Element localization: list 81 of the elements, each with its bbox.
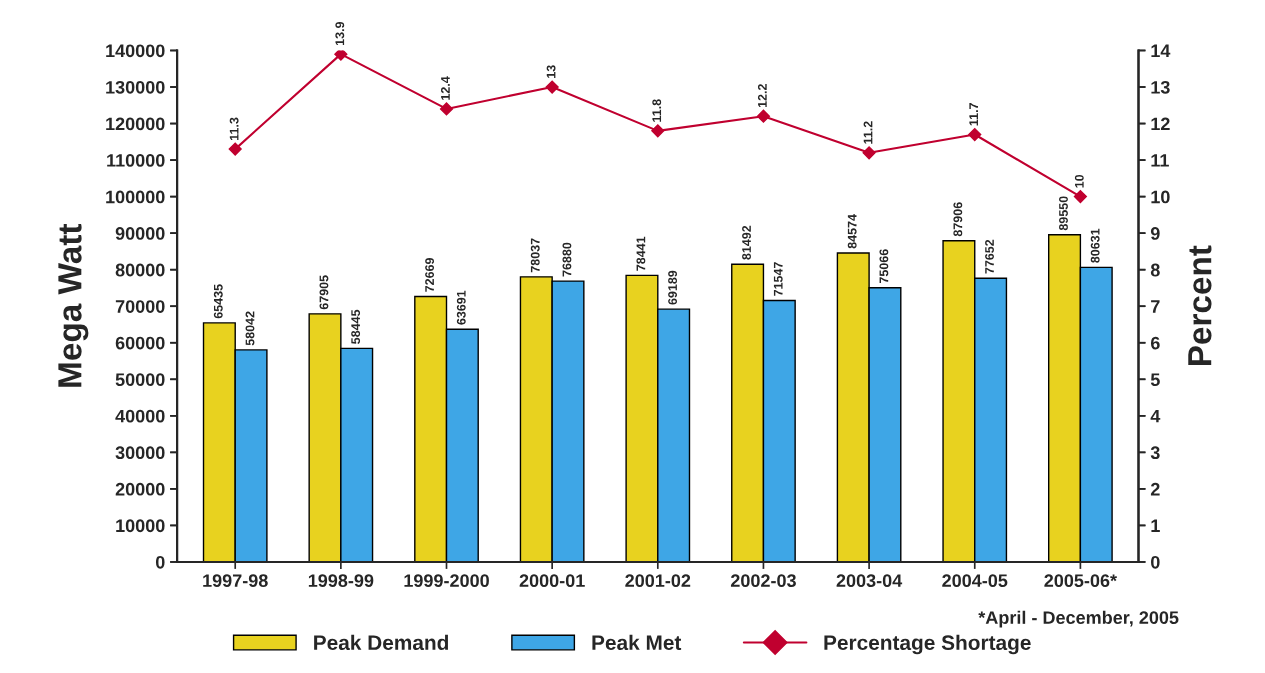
y2-tick-label: 6 xyxy=(1150,336,1160,350)
y-tick-label: 50000 xyxy=(115,373,165,386)
x-tick-label: 1999-2000 xyxy=(404,574,489,588)
data-label: 80631 xyxy=(1090,228,1100,263)
data-label: 58042 xyxy=(245,311,255,346)
y2-tick-label: 7 xyxy=(1151,300,1160,313)
x-tick-label: 2005-06* xyxy=(1044,574,1118,588)
y2-tick-label: 12 xyxy=(1151,117,1170,131)
y-tick-label: 0 xyxy=(155,555,165,569)
legend-label: Peak Met xyxy=(592,634,682,651)
x-tick-label: 1998-99 xyxy=(308,574,374,588)
y2-tick-label: 10 xyxy=(1151,190,1170,204)
y-tick-label: 120000 xyxy=(106,117,165,131)
x-tick-label: 2002-03 xyxy=(730,574,796,588)
y-tick-label: 80000 xyxy=(115,263,165,277)
data-label: 75066 xyxy=(879,249,889,283)
y2-tick-label: 5 xyxy=(1150,373,1160,386)
data-label: 77652 xyxy=(985,239,994,274)
data-label: 63691 xyxy=(456,290,466,325)
data-label: 11.7 xyxy=(969,103,978,126)
y-tick-label: 130000 xyxy=(106,80,165,94)
x-tick-label: 1997-98 xyxy=(203,574,268,588)
x-tick-label: 2004-05 xyxy=(942,574,1008,588)
point xyxy=(651,124,665,138)
point xyxy=(334,50,348,61)
y2-tick-label: 13 xyxy=(1151,80,1170,94)
data-label: 87906 xyxy=(953,202,963,237)
y2-tick-label: 1 xyxy=(1151,519,1160,532)
data-label: 89550 xyxy=(1059,196,1068,231)
y2-tick-label: 9 xyxy=(1150,227,1160,240)
y-tick-label: 110000 xyxy=(107,154,165,167)
data-label: 76880 xyxy=(562,242,572,277)
data-label: 78037 xyxy=(530,238,540,273)
data-label: 11.3 xyxy=(229,117,239,140)
data-label: 67905 xyxy=(319,275,329,310)
legend-label: Percentage Shortage xyxy=(824,634,1031,655)
y-tick-label: 70000 xyxy=(115,300,165,313)
data-label: 13 xyxy=(546,65,556,78)
data-label: 12.2 xyxy=(757,84,767,108)
y-tick-label: 100000 xyxy=(106,190,165,204)
y-axis-title: Mega Watt xyxy=(58,223,89,387)
y2-tick-label: 14 xyxy=(1151,44,1171,58)
data-label: 12.4 xyxy=(441,76,450,100)
point xyxy=(862,146,876,160)
legend-label: Peak Demand xyxy=(314,634,449,651)
y-tick-label: 60000 xyxy=(115,336,165,350)
text: *April - December, 2005 xyxy=(978,610,1179,628)
point xyxy=(545,80,559,94)
data-label: 58445 xyxy=(351,309,361,344)
point xyxy=(1073,190,1087,204)
point xyxy=(756,109,771,123)
data-label: 72669 xyxy=(425,258,435,292)
data-label: 10 xyxy=(1074,174,1084,188)
x-tick-label: 2001-02 xyxy=(625,574,691,588)
point xyxy=(968,127,982,142)
y-tick-label: 90000 xyxy=(115,227,165,240)
y-tick-label: 140000 xyxy=(106,44,165,58)
y2-tick-label: 0 xyxy=(1151,555,1160,569)
x-tick-label: 2000-01 xyxy=(519,574,585,588)
y2-tick-label: 2 xyxy=(1150,482,1160,496)
data-label: 69189 xyxy=(668,270,677,305)
y2-tick-label: 8 xyxy=(1150,263,1160,277)
y-tick-label: 10000 xyxy=(116,519,165,533)
data-label: 84574 xyxy=(847,214,857,249)
data-label: 81492 xyxy=(742,225,751,260)
data-label: 11.2 xyxy=(863,121,873,144)
y-tick-label: 40000 xyxy=(115,409,165,423)
point xyxy=(439,102,454,116)
data-label: 11.8 xyxy=(652,99,662,122)
y-tick-label: 20000 xyxy=(115,482,165,496)
data-label: 65435 xyxy=(213,284,223,319)
y2-tick-label: 3 xyxy=(1150,446,1160,460)
y-tick-label: 30000 xyxy=(115,446,165,460)
x-tick-label: 2003-04 xyxy=(836,574,903,588)
data-label: 13.9 xyxy=(335,21,345,46)
point xyxy=(228,142,242,156)
y2-tick-label: 11 xyxy=(1151,154,1169,167)
y2-axis-title: Percent xyxy=(1188,245,1212,366)
data-label: 71547 xyxy=(773,262,783,296)
y2-tick-label: 4 xyxy=(1150,409,1161,423)
data-label: 78441 xyxy=(636,236,646,271)
